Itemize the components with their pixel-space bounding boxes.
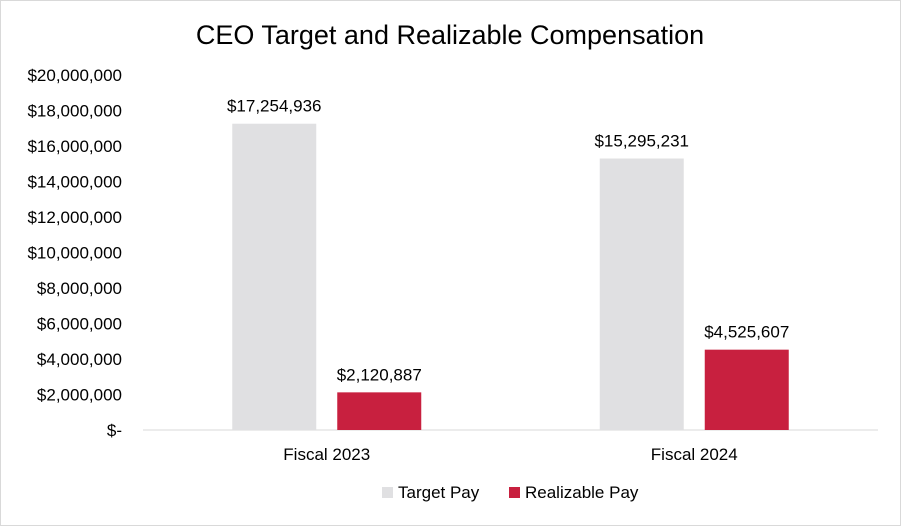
y-tick-label: $16,000,000: [27, 137, 122, 156]
x-axis: Fiscal 2023 Fiscal 2024: [283, 445, 737, 464]
y-tick-label: $10,000,000: [27, 244, 122, 263]
bar-target-pay-fiscal-2024: [599, 158, 684, 430]
y-tick-label: $-: [107, 421, 122, 440]
data-label: $17,254,936: [227, 97, 322, 116]
legend-swatch: [509, 487, 520, 498]
chart-title: CEO Target and Realizable Compensation: [196, 20, 704, 50]
y-tick-label: $6,000,000: [37, 315, 122, 334]
y-tick-label: $18,000,000: [27, 102, 122, 121]
data-label: $2,120,887: [337, 365, 422, 384]
y-tick-label: $4,000,000: [37, 350, 122, 369]
y-tick-label: $12,000,000: [27, 208, 122, 227]
legend: Target Pay Realizable Pay: [382, 483, 639, 502]
data-label: $4,525,607: [704, 323, 789, 342]
y-tick-label: $8,000,000: [37, 279, 122, 298]
y-axis: $- $2,000,000 $4,000,000 $6,000,000 $8,000,0…: [27, 66, 122, 440]
legend-label: Target Pay: [398, 483, 480, 502]
bar-realizable-pay-fiscal-2023: [337, 392, 422, 430]
data-label: $15,295,231: [594, 132, 689, 151]
legend-label: Realizable Pay: [525, 483, 639, 502]
x-tick-label: Fiscal 2024: [651, 445, 738, 464]
bars: $17,254,936 $2,120,887 $15,295,231 $4,525,6…: [227, 97, 789, 430]
y-tick-label: $2,000,000: [37, 386, 122, 405]
y-tick-label: $20,000,000: [27, 66, 122, 85]
bar-realizable-pay-fiscal-2024: [704, 349, 789, 430]
legend-swatch: [382, 487, 393, 498]
y-tick-label: $14,000,000: [27, 173, 122, 192]
bar-target-pay-fiscal-2023: [232, 123, 317, 430]
x-tick-label: Fiscal 2023: [283, 445, 370, 464]
